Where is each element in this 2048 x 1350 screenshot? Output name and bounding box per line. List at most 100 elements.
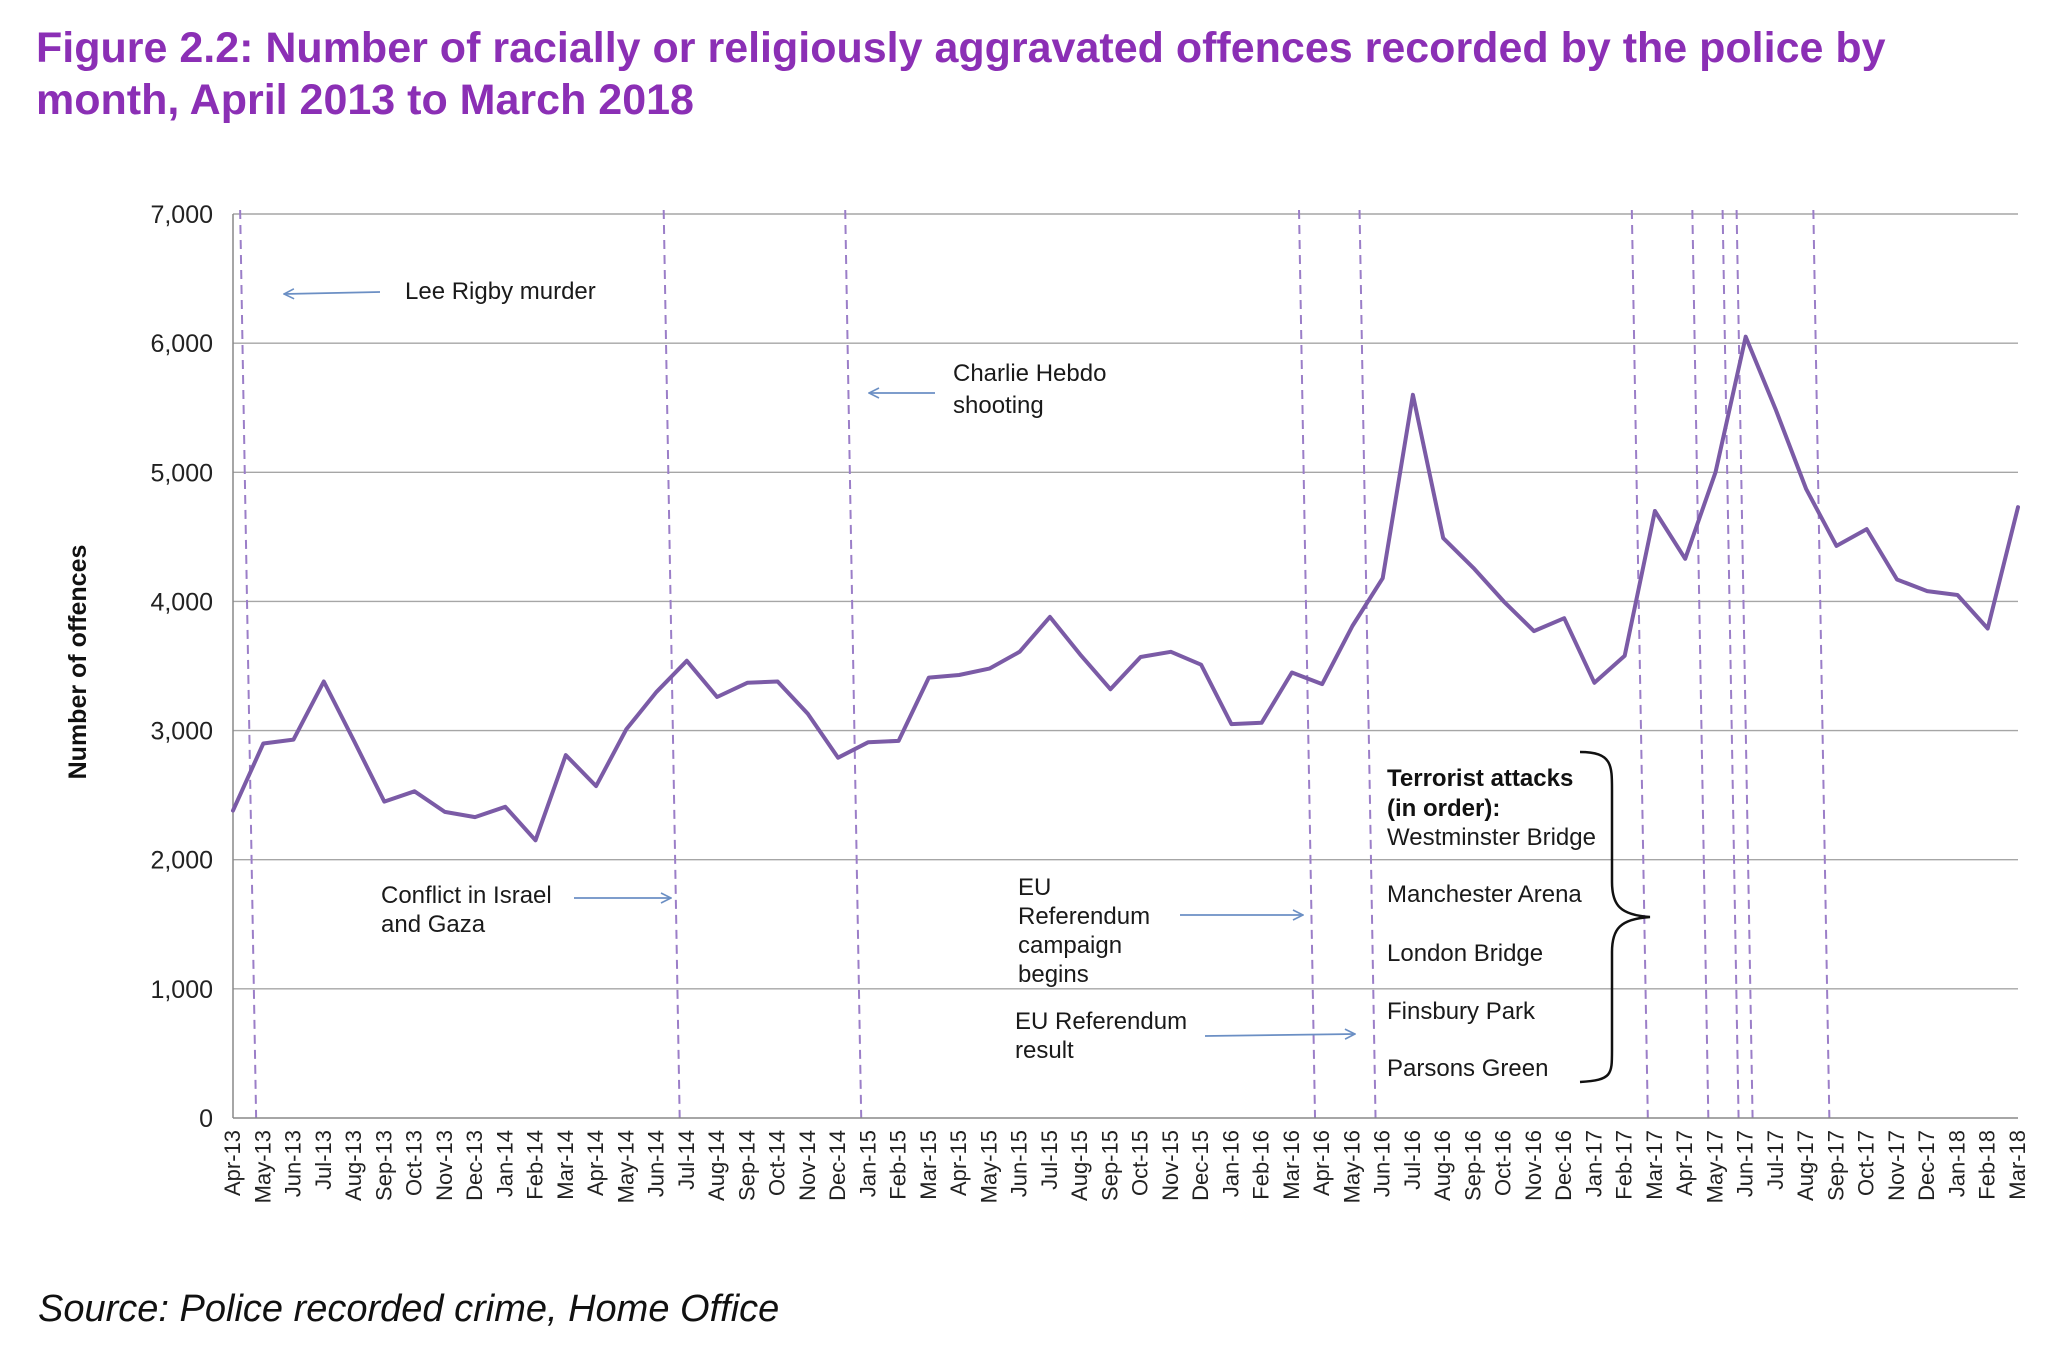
x-tick-label: Apr-17 <box>1672 1130 1697 1196</box>
x-tick-label: Jul-13 <box>311 1130 336 1190</box>
x-tick-label: May-16 <box>1339 1130 1364 1203</box>
annotation-eu-result: EU Referendum result <box>1015 1008 1355 1064</box>
x-tick-label: Jul-14 <box>674 1130 699 1190</box>
data-point <box>1895 577 1899 581</box>
data-point <box>1653 509 1657 513</box>
x-tick-label: May-13 <box>250 1130 275 1203</box>
annotation-eu-campaign: EU Referendum campaign begins <box>1018 874 1303 988</box>
data-point <box>1320 682 1324 686</box>
y-tick-label: 7,000 <box>150 201 213 229</box>
x-tick-label: Sep-14 <box>734 1130 759 1201</box>
x-tick-label: Sep-15 <box>1097 1130 1122 1201</box>
terror-heading-line: (in order): <box>1387 795 1500 822</box>
data-point <box>1532 629 1536 633</box>
x-tick-label: Jan-15 <box>855 1130 880 1197</box>
terror-attack-label: Parsons Green <box>1387 1055 1548 1082</box>
terror-attack-label: London Bridge <box>1387 940 1543 967</box>
annotation-terrorist-attacks: Terrorist attacks (in order): Westminste… <box>1387 750 1651 1084</box>
data-point <box>564 753 568 757</box>
x-tick-label: Aug-15 <box>1067 1130 1092 1201</box>
data-point <box>1713 470 1717 474</box>
data-point <box>1744 335 1748 339</box>
x-tick-label: Apr-16 <box>1309 1130 1334 1196</box>
x-tick-label: Nov-15 <box>1158 1130 1183 1201</box>
y-tick-label: 4,000 <box>150 588 213 616</box>
x-tick-label: Mar-17 <box>1642 1130 1667 1200</box>
x-tick-label: Jul-17 <box>1763 1130 1788 1190</box>
data-point <box>322 679 326 683</box>
x-tick-label: Oct-14 <box>765 1130 790 1196</box>
x-tick-label: Mar-15 <box>916 1130 941 1200</box>
data-point <box>776 679 780 683</box>
event-line <box>1358 209 1377 1119</box>
y-axis-label: Number of offences <box>64 545 92 780</box>
x-tick-label: Dec-17 <box>1914 1130 1939 1201</box>
terror-attack-label: Manchester Arena <box>1387 881 1582 908</box>
y-tick-label: 3,000 <box>150 718 213 746</box>
annotation-arrow <box>284 292 381 294</box>
data-point <box>2016 505 2020 509</box>
data-point <box>1955 593 1959 597</box>
event-line <box>1298 209 1317 1119</box>
x-tick-label: May-14 <box>613 1130 638 1203</box>
data-point <box>1260 721 1264 725</box>
data-point <box>1804 487 1808 491</box>
y-tick-labels: 0 1,000 2,000 3,000 4,000 5,000 6,000 7,000 <box>150 201 213 1133</box>
curly-brace <box>1579 750 1651 1084</box>
data-point <box>382 800 386 804</box>
x-tick-label: Sep-13 <box>371 1130 396 1201</box>
y-tick-label: 2,000 <box>150 847 213 875</box>
data-point <box>1290 670 1294 674</box>
x-tick-label: Dec-13 <box>462 1130 487 1201</box>
data-point <box>1018 650 1022 654</box>
gridlines <box>233 213 2018 990</box>
x-tick-label: Nov-14 <box>795 1130 820 1201</box>
data-point <box>655 690 659 694</box>
x-tick-label: Jun-17 <box>1733 1130 1758 1197</box>
data-point <box>745 681 749 685</box>
data-point <box>594 784 598 788</box>
event-line <box>1812 209 1831 1119</box>
annotation-israel-gaza: Conflict in Israel and Gaza <box>381 882 671 938</box>
x-tick-label: Aug-17 <box>1793 1130 1818 1201</box>
data-point <box>836 756 840 760</box>
annotation-label-line: begins <box>1018 961 1089 988</box>
data-point <box>534 838 538 842</box>
data-point <box>1199 663 1203 667</box>
y-tick-label: 1,000 <box>150 976 213 1004</box>
annotation-lee-rigby: Lee Rigby murder <box>284 278 596 305</box>
data-point <box>1471 566 1475 570</box>
annotation-label-line: campaign <box>1018 932 1122 959</box>
data-point <box>413 789 417 793</box>
data-point <box>685 659 689 663</box>
x-tick-label: Oct-17 <box>1854 1130 1879 1196</box>
annotation-label-line: Referendum <box>1018 903 1150 930</box>
data-point <box>1169 650 1173 654</box>
terror-attack-label: Finsbury Park <box>1387 998 1536 1025</box>
data-point <box>473 815 477 819</box>
x-tick-label: Sep-16 <box>1460 1130 1485 1201</box>
x-tick-label: Mar-18 <box>2005 1130 2030 1200</box>
data-point <box>806 712 810 716</box>
x-tick-label: Aug-14 <box>704 1130 729 1201</box>
x-tick-label: Oct-16 <box>1491 1130 1516 1196</box>
data-point <box>292 738 296 742</box>
annotation-label-line: Conflict in Israel <box>381 882 552 909</box>
y-tick-label: 5,000 <box>150 459 213 487</box>
x-tick-label: Feb-18 <box>1975 1130 2000 1200</box>
data-point <box>231 809 235 813</box>
data-point <box>1623 654 1627 658</box>
data-point <box>1592 681 1596 685</box>
x-tick-label: Mar-14 <box>553 1130 578 1200</box>
event-lines <box>239 209 1831 1119</box>
data-point <box>1502 599 1506 603</box>
event-line <box>1721 209 1740 1119</box>
data-point <box>443 810 447 814</box>
annotation-label-line: EU Referendum <box>1015 1008 1187 1035</box>
data-point <box>897 739 901 743</box>
x-tick-label: Feb-14 <box>523 1130 548 1200</box>
x-tick-label: Jun-15 <box>1007 1130 1032 1197</box>
x-tick-label: Apr-15 <box>946 1130 971 1196</box>
x-tick-label: May-17 <box>1702 1130 1727 1203</box>
